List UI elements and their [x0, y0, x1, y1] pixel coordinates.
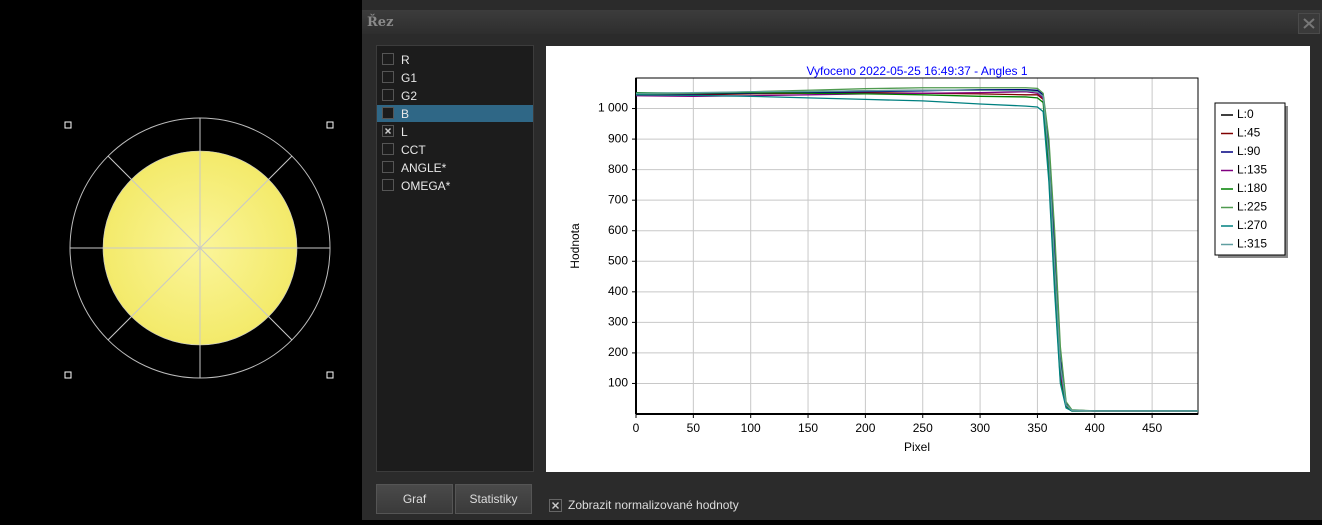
- section-lines: [70, 118, 330, 378]
- series-line: [636, 95, 1198, 411]
- x-tick-label: 150: [798, 421, 818, 435]
- x-tick-label: 400: [1085, 421, 1105, 435]
- checkbox[interactable]: [382, 89, 394, 101]
- y-tick-label: 800: [608, 162, 628, 176]
- normalize-label[interactable]: Zobrazit normalizované hodnoty: [568, 498, 739, 512]
- x-tick-label: 50: [687, 421, 701, 435]
- chart: Vyfoceno 2022-05-25 16:49:37 - Angles 1 P…: [546, 46, 1310, 472]
- y-tick-label: 200: [608, 345, 628, 359]
- x-tick-label: 450: [1142, 421, 1162, 435]
- title-bar: Řez: [362, 10, 1322, 34]
- checkbox[interactable]: [382, 161, 394, 173]
- checkbox[interactable]: [382, 125, 394, 137]
- list-item[interactable]: OMEGA*: [377, 177, 533, 194]
- list-item[interactable]: L: [377, 123, 533, 140]
- item-label: B: [401, 107, 409, 121]
- item-label: ANGLE*: [401, 161, 446, 175]
- y-tick-label: 500: [608, 253, 628, 267]
- legend-label: L:90: [1237, 144, 1261, 158]
- item-label: G2: [401, 89, 417, 103]
- series-line: [636, 93, 1198, 411]
- chart-title: Vyfoceno 2022-05-25 16:49:37 - Angles 1: [806, 64, 1027, 78]
- item-label: OMEGA*: [401, 179, 450, 193]
- y-tick-label: 400: [608, 284, 628, 298]
- series-line: [636, 93, 1198, 411]
- check-mark: [550, 500, 561, 511]
- legend-label: L:0: [1237, 107, 1254, 121]
- y-tick-label: 600: [608, 223, 628, 237]
- screen: {"window": {"title": "Řez"}, "list": {"i…: [0, 0, 1322, 520]
- list-item[interactable]: B: [377, 105, 533, 122]
- list-item[interactable]: CCT: [377, 141, 533, 158]
- check-mark: [383, 126, 393, 136]
- x-tick-label: 0: [633, 421, 640, 435]
- item-label: CCT: [401, 143, 426, 157]
- close-button[interactable]: [1298, 13, 1320, 34]
- image-panel: [0, 0, 362, 520]
- series-line: [636, 88, 1198, 411]
- x-tick-label: 250: [913, 421, 933, 435]
- stats-button[interactable]: Statistiky: [455, 484, 532, 514]
- checkbox[interactable]: [382, 53, 394, 65]
- legend-label: L:225: [1237, 200, 1267, 214]
- y-tick-label: 1 000: [598, 101, 628, 115]
- plot-frame: [636, 78, 1198, 414]
- item-label: L: [401, 125, 408, 139]
- list-item[interactable]: ANGLE*: [377, 159, 533, 176]
- item-label: R: [401, 53, 410, 67]
- graph-button[interactable]: Graf: [376, 484, 453, 514]
- normalize-checkbox[interactable]: [549, 499, 562, 512]
- legend-label: L:180: [1237, 181, 1267, 195]
- y-tick-label: 900: [608, 131, 628, 145]
- chart-area: Vyfoceno 2022-05-25 16:49:37 - Angles 1 P…: [546, 46, 1310, 472]
- y-tick-label: 700: [608, 192, 628, 206]
- series-line: [636, 90, 1198, 411]
- legend-label: L:270: [1237, 218, 1267, 232]
- series-line: [636, 90, 1198, 411]
- checkbox[interactable]: [382, 143, 394, 155]
- x-tick-label: 100: [741, 421, 761, 435]
- x-axis-label: Pixel: [904, 440, 930, 454]
- checkbox[interactable]: [382, 107, 394, 119]
- list-item[interactable]: R: [377, 51, 533, 68]
- window-title: Řez: [367, 15, 393, 30]
- checkbox[interactable]: [382, 71, 394, 83]
- legend-label: L:135: [1237, 163, 1267, 177]
- list-item[interactable]: G2: [377, 87, 533, 104]
- series-line: [636, 92, 1198, 411]
- x-tick-label: 200: [855, 421, 875, 435]
- series-line: [636, 90, 1198, 411]
- legend-label: L:45: [1237, 126, 1261, 140]
- y-axis-label: Hodnota: [568, 223, 582, 269]
- x-tick-label: 350: [1027, 421, 1047, 435]
- y-tick-label: 300: [608, 315, 628, 329]
- item-label: G1: [401, 71, 417, 85]
- legend-label: L:315: [1237, 237, 1267, 251]
- checkbox[interactable]: [382, 179, 394, 191]
- list-item[interactable]: G1: [377, 69, 533, 86]
- y-tick-label: 100: [608, 376, 628, 390]
- sample-image: [0, 0, 362, 520]
- x-tick-label: 300: [970, 421, 990, 435]
